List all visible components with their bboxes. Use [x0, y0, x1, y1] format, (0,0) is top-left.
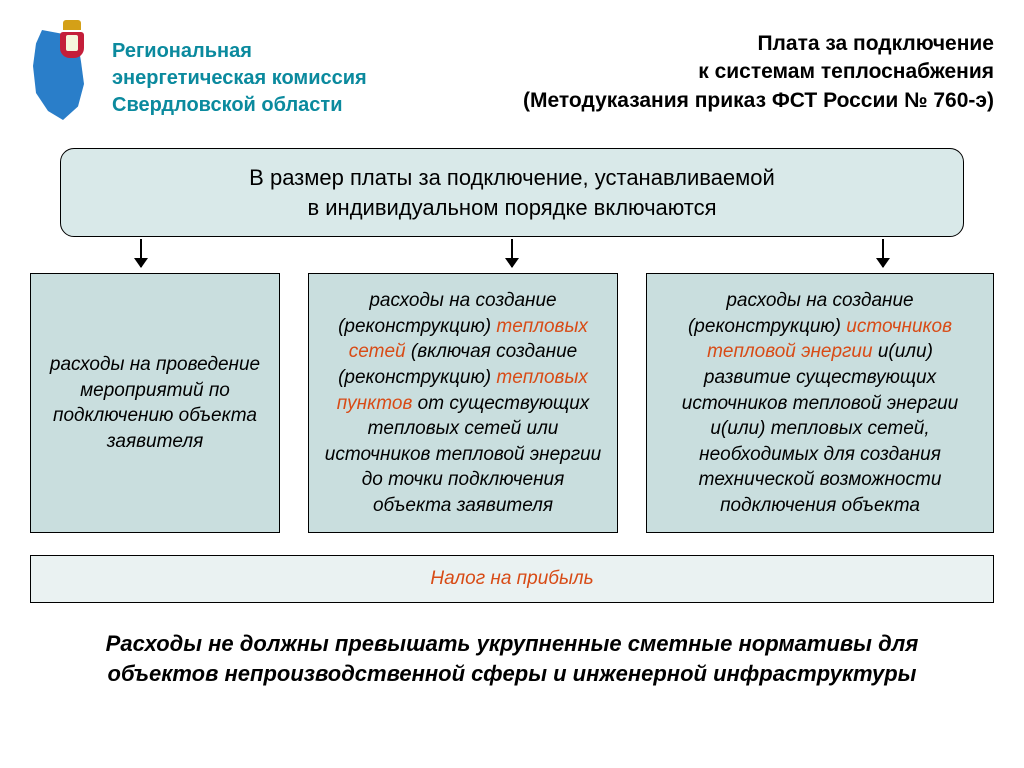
title-line-1: Плата за подключение	[410, 30, 994, 58]
main-line-2: в индивидуальном порядке включаются	[81, 193, 943, 223]
expense-box-3-text: расходы на создание (реконструкцию) исто…	[661, 288, 979, 519]
expense-boxes-row: расходы на проведение мероприятий по под…	[0, 267, 1024, 533]
expense-box-1-text: расходы на проведение мероприятий по под…	[45, 352, 265, 455]
org-line-1: Региональная	[112, 38, 367, 65]
arrow-down-icon	[882, 239, 884, 267]
title-line-3: (Методуказания приказ ФСТ России № 760-э…	[410, 87, 994, 115]
title-line-2: к системам теплоснабжения	[410, 58, 994, 86]
tax-label: Налог на прибыль	[430, 568, 593, 589]
org-line-3: Свердловской области	[112, 92, 367, 119]
main-statement-box: В размер платы за подключение, устанавли…	[60, 148, 964, 237]
expense-box-1: расходы на проведение мероприятий по под…	[30, 273, 280, 533]
expense-box-2-text: расходы на создание (реконструкцию) тепл…	[323, 288, 603, 519]
slide-title: Плата за подключение к системам теплосна…	[410, 20, 994, 120]
footer-note: Расходы не должны превышать укрупненные …	[50, 629, 974, 688]
tax-box: Налог на прибыль	[30, 555, 994, 603]
arrow-down-icon	[140, 239, 142, 267]
arrows-row	[0, 239, 1024, 267]
expense-box-2: расходы на создание (реконструкцию) тепл…	[308, 273, 618, 533]
main-line-1: В размер платы за подключение, устанавли…	[81, 163, 943, 193]
coat-of-arms-icon	[58, 20, 86, 58]
arrow-down-icon	[511, 239, 513, 267]
org-line-2: энергетическая комиссия	[112, 65, 367, 92]
header: Региональная энергетическая комиссия Све…	[0, 0, 1024, 130]
expense-box-3: расходы на создание (реконструкцию) исто…	[646, 273, 994, 533]
region-map-icon	[30, 20, 100, 120]
logo-block: Региональная энергетическая комиссия Све…	[30, 20, 390, 120]
org-name: Региональная энергетическая комиссия Све…	[112, 20, 367, 119]
